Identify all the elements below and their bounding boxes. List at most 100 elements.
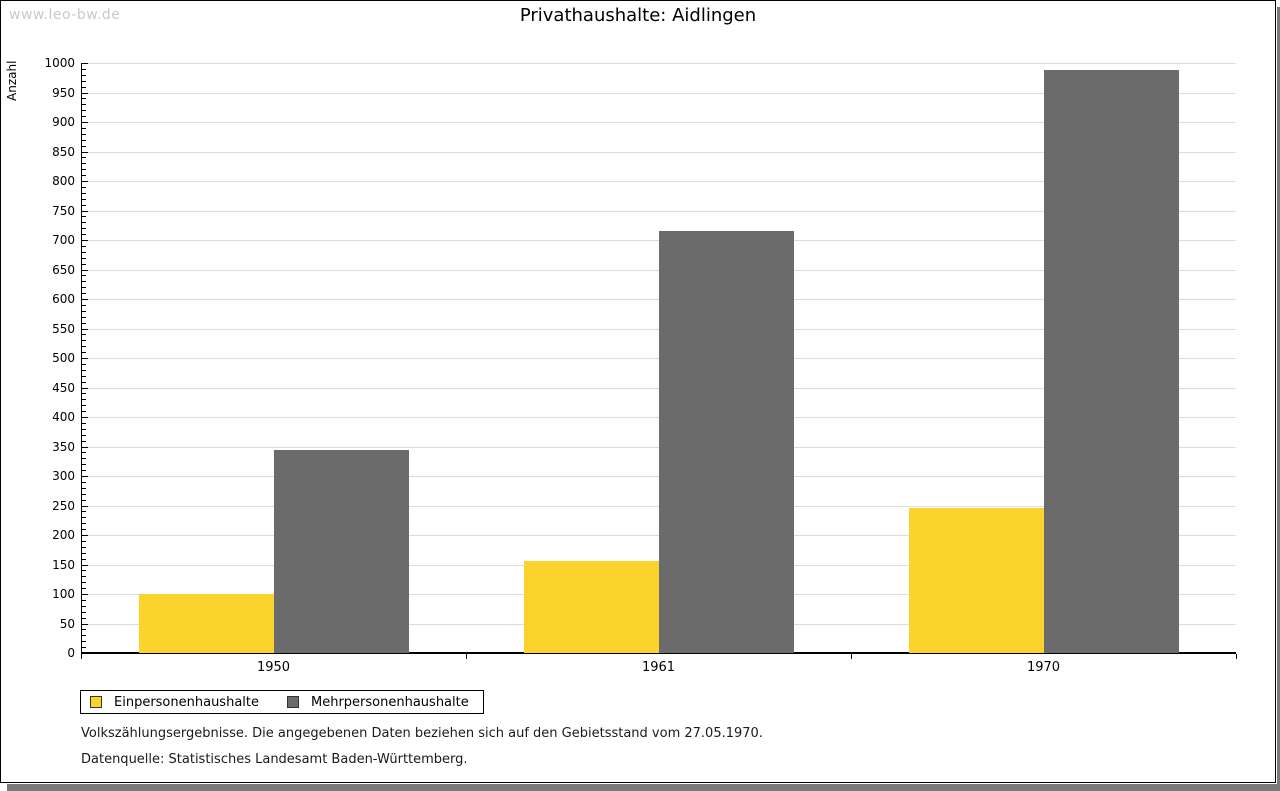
y-major-tick <box>82 181 88 182</box>
y-tick-label-500: 500 <box>52 351 75 365</box>
y-major-tick <box>82 505 88 507</box>
y-minor-tick <box>82 175 86 177</box>
y-minor-tick <box>82 110 86 112</box>
y-minor-tick <box>82 340 86 342</box>
y-tick-label-650: 650 <box>52 262 75 277</box>
y-minor-tick <box>82 192 86 194</box>
y-major-tick <box>82 387 88 389</box>
y-axis-line <box>81 63 82 653</box>
y-tick-label-900: 900 <box>52 115 75 129</box>
y-minor-tick <box>82 428 86 430</box>
y-tick-label-400: 400 <box>52 410 75 424</box>
y-tick-label-0: 0 <box>67 646 75 660</box>
legend-box: Einpersonenhaushalte Mehrpersonenhaushal… <box>80 690 484 714</box>
y-tick-label-300: 300 <box>52 469 75 483</box>
y-minor-tick <box>82 293 86 295</box>
y-minor-tick <box>82 104 86 106</box>
y-minor-tick <box>82 582 86 584</box>
y-major-tick <box>82 299 88 300</box>
y-minor-tick <box>82 257 86 259</box>
y-minor-tick <box>82 499 86 501</box>
x-axis-tick <box>466 654 467 659</box>
y-minor-tick <box>82 422 86 424</box>
y-minor-tick <box>82 363 86 365</box>
x-axis-tick <box>81 654 82 659</box>
y-minor-tick <box>82 86 86 88</box>
y-tick-label-950: 950 <box>52 85 75 100</box>
y-major-tick <box>82 358 88 359</box>
y-major-tick <box>82 535 88 536</box>
y-tick-label-1000: 1000 <box>44 56 75 70</box>
y-minor-tick <box>82 145 86 147</box>
frame-shadow-right <box>1277 7 1280 784</box>
y-minor-tick <box>82 523 86 525</box>
y-minor-tick <box>82 133 86 135</box>
y-minor-tick <box>82 352 86 354</box>
y-minor-tick <box>82 304 86 306</box>
bar-mehrpersonenhaushalte-1970 <box>1043 70 1179 653</box>
gridline-750 <box>81 210 1236 212</box>
y-minor-tick <box>82 222 86 224</box>
y-minor-tick <box>82 251 86 253</box>
y-major-tick <box>82 122 88 123</box>
y-major-tick <box>82 210 88 212</box>
y-minor-tick <box>82 157 86 159</box>
legend-label: Einpersonenhaushalte <box>114 694 259 710</box>
y-minor-tick <box>82 216 86 218</box>
y-tick-label-600: 600 <box>52 292 75 306</box>
y-major-tick <box>82 417 88 418</box>
x-axis-tick <box>1236 654 1237 659</box>
y-minor-tick <box>82 599 86 601</box>
y-tick-label-700: 700 <box>52 233 75 247</box>
y-minor-tick <box>82 116 86 118</box>
y-minor-tick <box>82 458 86 460</box>
watermark-text: www.leo-bw.de <box>9 7 121 23</box>
gridline-850 <box>81 151 1236 153</box>
x-tick-label-1970: 1970 <box>1026 660 1061 675</box>
y-minor-tick <box>82 493 86 495</box>
y-minor-tick <box>82 517 86 519</box>
y-minor-tick <box>82 611 86 613</box>
y-minor-tick <box>82 405 86 407</box>
x-axis-tick <box>851 654 852 659</box>
y-major-tick <box>82 623 88 625</box>
gridline-900 <box>81 122 1236 123</box>
y-minor-tick <box>82 369 86 371</box>
y-minor-tick <box>82 169 86 171</box>
chart-title: Privathaushalte: Aidlingen <box>519 5 757 26</box>
y-minor-tick <box>82 558 86 560</box>
y-major-tick <box>82 269 88 271</box>
y-minor-tick <box>82 635 86 637</box>
y-major-tick <box>82 476 88 477</box>
y-minor-tick <box>82 163 86 165</box>
y-minor-tick <box>82 470 86 472</box>
y-minor-tick <box>82 98 86 100</box>
y-minor-tick <box>82 74 86 76</box>
y-minor-tick <box>82 464 86 466</box>
bar-einpersonenhaushalte-1970 <box>908 508 1044 653</box>
y-minor-tick <box>82 546 86 548</box>
y-minor-tick <box>82 605 86 607</box>
y-tick-label-150: 150 <box>52 557 75 572</box>
legend-swatch-einpersonenhaushalte <box>90 696 102 708</box>
y-minor-tick <box>82 375 86 377</box>
y-minor-tick <box>82 576 86 578</box>
legend-swatch-mehrpersonenhaushalte <box>287 696 299 708</box>
y-minor-tick <box>82 310 86 312</box>
y-minor-tick <box>82 381 86 383</box>
y-tick-label-100: 100 <box>52 587 75 601</box>
y-major-tick <box>82 564 88 566</box>
y-minor-tick <box>82 529 86 531</box>
y-minor-tick <box>82 281 86 283</box>
bar-einpersonenhaushalte-1950 <box>138 594 274 653</box>
y-minor-tick <box>82 186 86 188</box>
y-minor-tick <box>82 411 86 413</box>
y-major-tick <box>82 151 88 153</box>
legend-item-einpersonenhaushalte: Einpersonenhaushalte <box>90 695 259 710</box>
x-tick-label-1961: 1961 <box>641 660 676 675</box>
y-minor-tick <box>82 570 86 572</box>
y-major-tick <box>82 92 88 94</box>
y-tick-label-250: 250 <box>52 498 75 513</box>
y-minor-tick <box>82 399 86 401</box>
y-minor-tick <box>82 198 86 200</box>
